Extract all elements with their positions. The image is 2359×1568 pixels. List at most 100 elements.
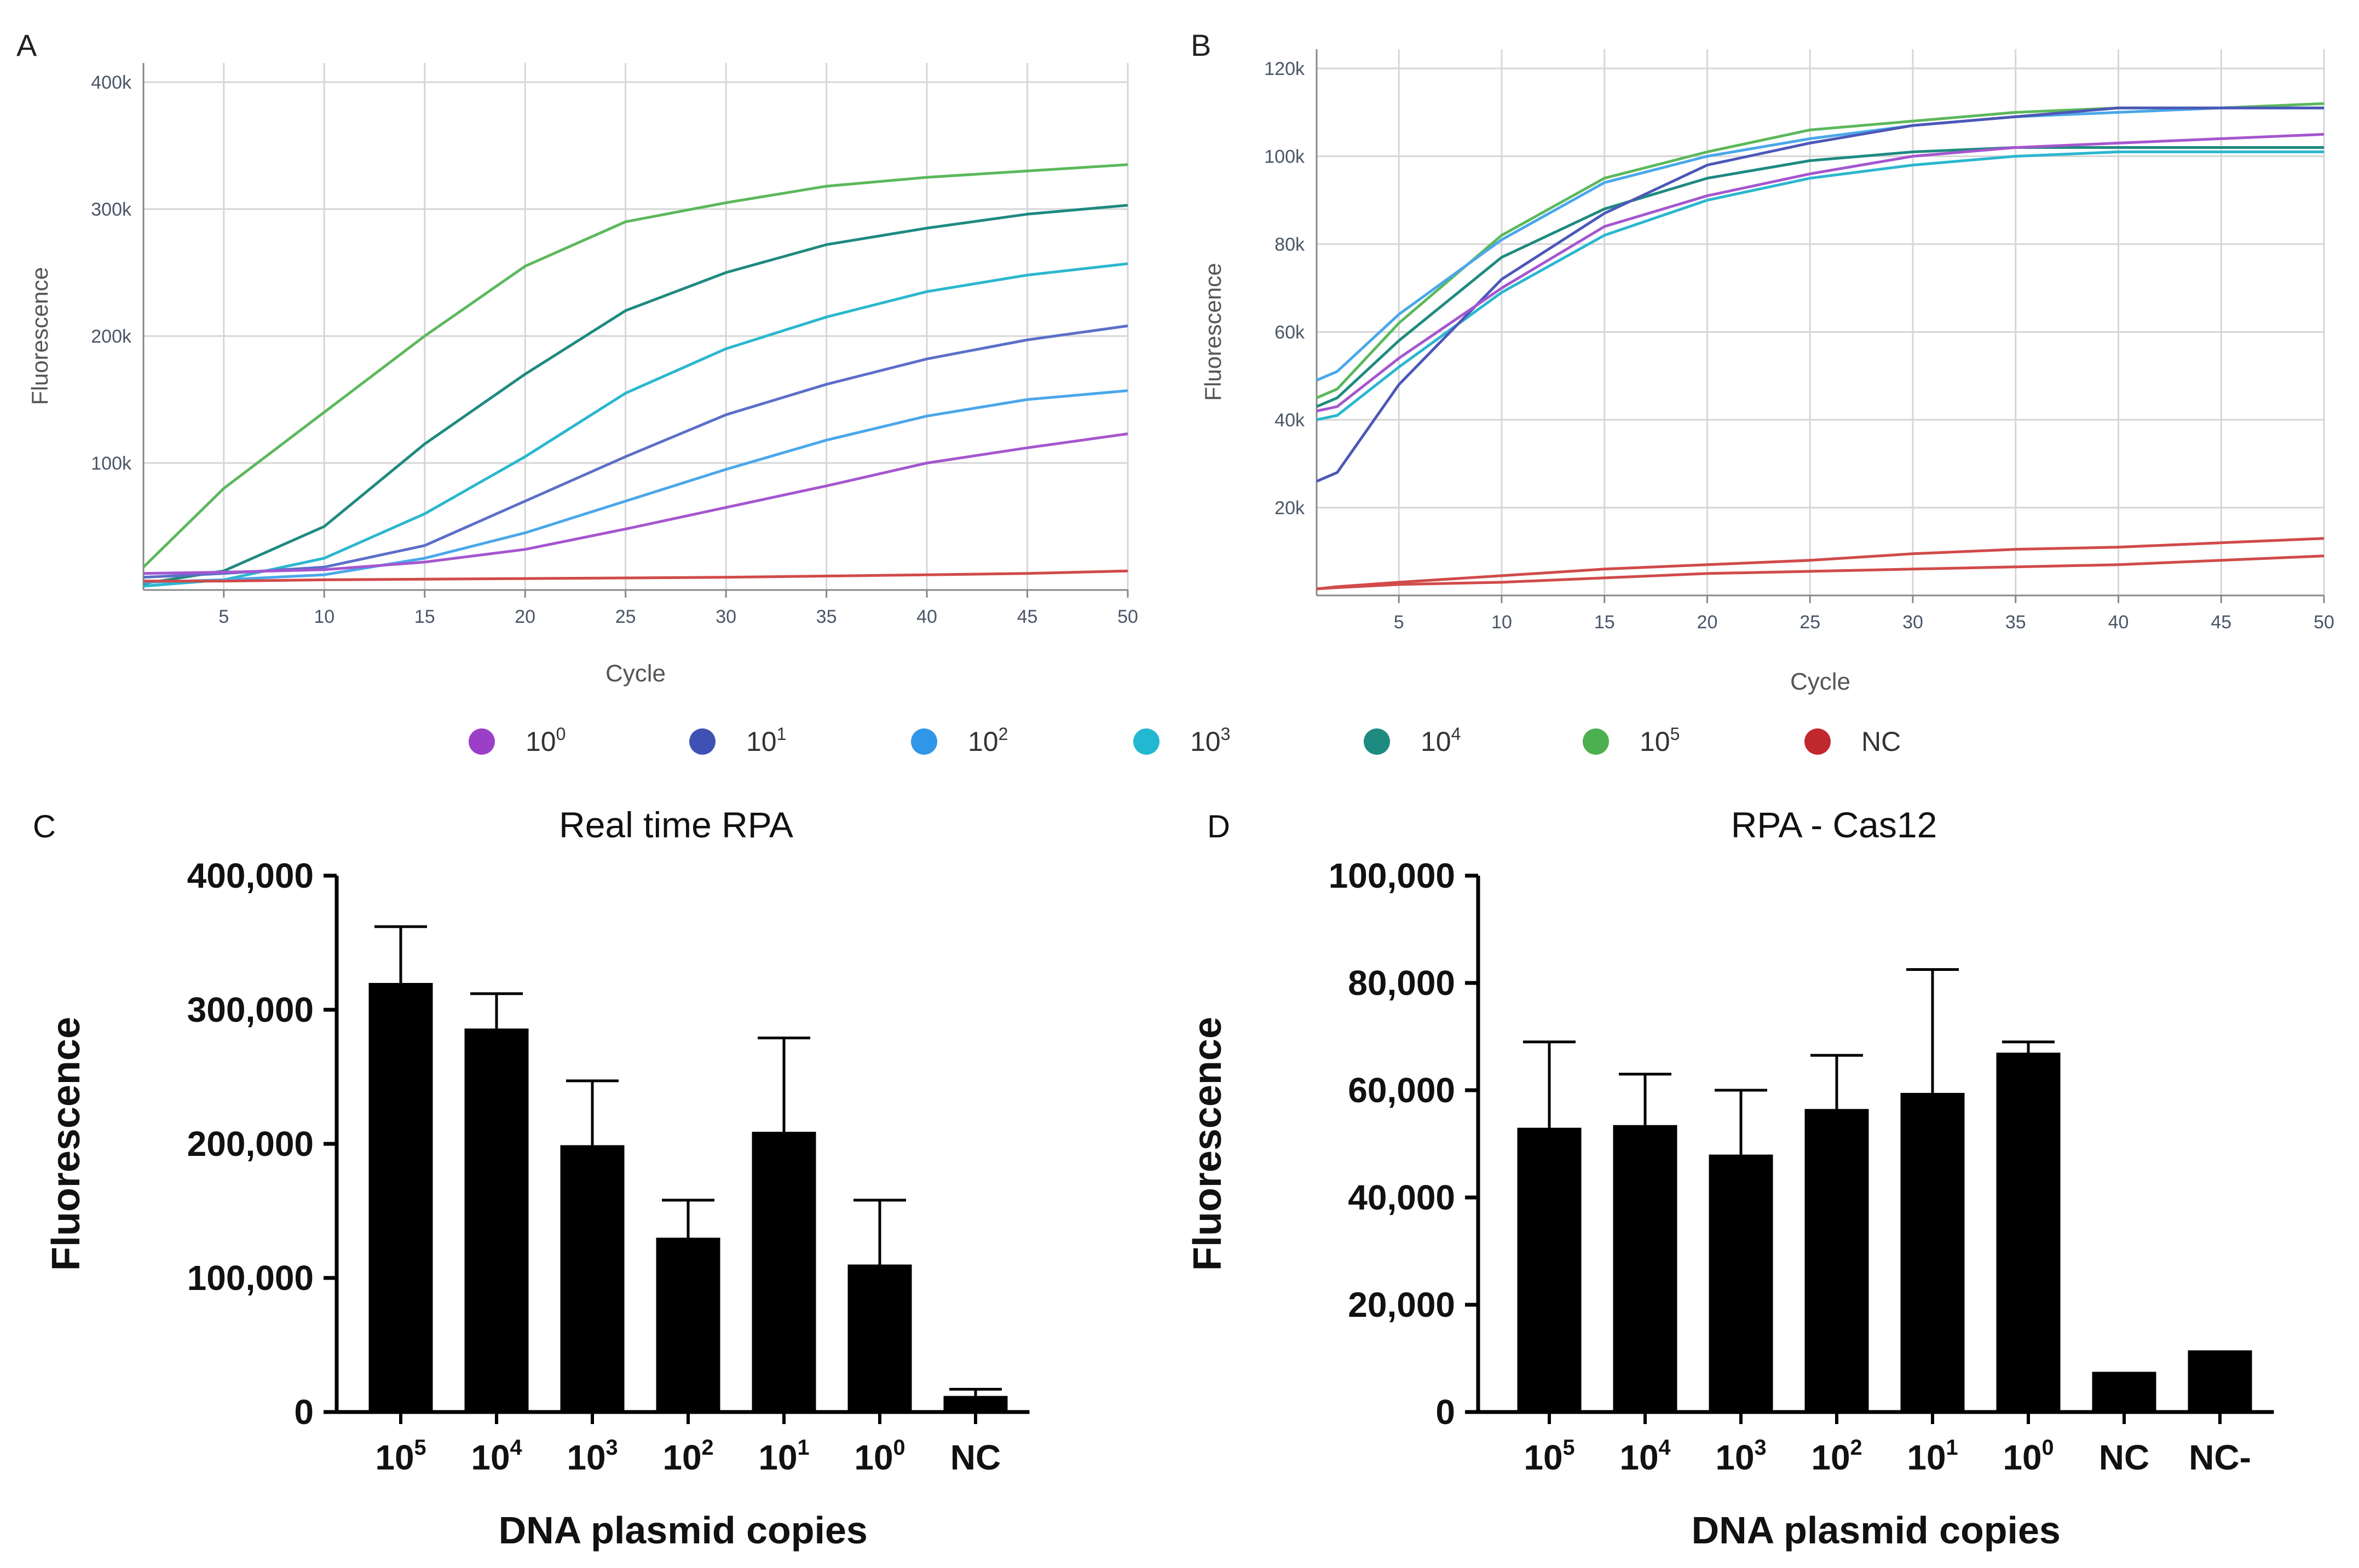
x-tick-label: 30 bbox=[1902, 612, 1923, 633]
y-axis-label: Fluorescence bbox=[44, 1017, 88, 1271]
legend-item: 101 bbox=[689, 724, 786, 757]
y-tick-label: 400,000 bbox=[187, 856, 314, 895]
x-tick-label: NC bbox=[950, 1438, 1001, 1477]
series-line bbox=[143, 204, 1128, 585]
x-tick-label: 103 bbox=[567, 1436, 618, 1477]
x-axis-label: DNA plasmid copies bbox=[499, 1509, 868, 1552]
series-line bbox=[1316, 132, 2325, 413]
bar bbox=[560, 1145, 625, 1412]
bar bbox=[1900, 1092, 1965, 1412]
series-line bbox=[1316, 151, 2324, 421]
y-tick-label: 100,000 bbox=[187, 1258, 314, 1298]
legend-marker bbox=[1364, 728, 1390, 755]
y-tick-label: 40k bbox=[1274, 410, 1305, 431]
legend-label: 103 bbox=[1190, 724, 1230, 757]
legend-marker bbox=[911, 728, 937, 755]
bar bbox=[464, 1028, 529, 1412]
series-line bbox=[143, 432, 1128, 575]
x-tick-label: 45 bbox=[1017, 606, 1038, 627]
bar bbox=[847, 1264, 912, 1412]
legend-item: 104 bbox=[1364, 724, 1461, 757]
x-tick-label: 101 bbox=[1907, 1436, 1958, 1477]
x-axis-label: Cycle bbox=[1790, 668, 1850, 695]
y-axis-label: Fluorescence bbox=[1200, 263, 1226, 401]
x-tick-label: 40 bbox=[2108, 612, 2129, 633]
x-tick-label: 104 bbox=[1619, 1436, 1670, 1477]
x-tick-label: 103 bbox=[1715, 1436, 1766, 1477]
legend-label: 100 bbox=[526, 724, 566, 757]
legend-label: 101 bbox=[746, 724, 786, 757]
bar bbox=[656, 1237, 720, 1412]
y-tick-label: 80k bbox=[1274, 234, 1305, 255]
x-tick-label: 20 bbox=[1697, 612, 1718, 633]
series-line bbox=[1316, 106, 2324, 382]
legend-marker bbox=[689, 728, 716, 755]
x-tick-label: 35 bbox=[2005, 612, 2026, 633]
legend: 100 101 102 103 104 105 NC bbox=[469, 724, 1901, 757]
bar bbox=[1996, 1052, 2061, 1412]
series-line bbox=[1316, 554, 2325, 591]
series-line bbox=[143, 569, 1128, 583]
series-line bbox=[143, 262, 1128, 588]
x-tick-label: 5 bbox=[1394, 612, 1404, 633]
series-line bbox=[1316, 146, 2324, 408]
x-tick-label: 15 bbox=[414, 606, 435, 627]
bar bbox=[2092, 1372, 2156, 1412]
y-tick-label: 20,000 bbox=[1348, 1285, 1455, 1324]
x-tick-label: 35 bbox=[816, 606, 837, 627]
x-tick-label: 102 bbox=[662, 1436, 713, 1477]
panel-b: B 5 10 15 20 25 30 35 40 45 50 20k 40k 60k 80k 100k 120k… bbox=[1191, 28, 2334, 695]
x-tick-label: NC bbox=[2099, 1438, 2149, 1477]
legend-label: 104 bbox=[1421, 724, 1461, 757]
x-tick-label: 105 bbox=[1524, 1436, 1574, 1477]
y-tick-label: 300,000 bbox=[187, 990, 314, 1029]
y-tick-label: 80,000 bbox=[1348, 963, 1455, 1003]
series-line bbox=[142, 163, 1128, 568]
x-tick-label: 20 bbox=[515, 606, 535, 627]
y-tick-label: 20k bbox=[1274, 498, 1305, 519]
legend-item: 103 bbox=[1133, 724, 1230, 757]
x-tick-label: 5 bbox=[218, 606, 229, 627]
y-tick-label: 40,000 bbox=[1348, 1178, 1455, 1217]
panel-label: B bbox=[1191, 28, 1211, 62]
bar bbox=[752, 1131, 816, 1412]
y-tick-label: 100k bbox=[1264, 147, 1305, 167]
panel-c: C Real time RPA 0 100,000 200,000 300,000 400,… bbox=[33, 805, 1030, 1552]
y-tick-label: 60,000 bbox=[1348, 1071, 1455, 1110]
x-tick-label: 102 bbox=[1811, 1436, 1862, 1477]
x-tick-label: 40 bbox=[916, 606, 937, 627]
bar bbox=[368, 983, 433, 1412]
y-tick-label: 300k bbox=[91, 199, 132, 220]
x-tick-label: 30 bbox=[716, 606, 736, 627]
bar bbox=[1709, 1154, 1773, 1412]
y-tick-label: 0 bbox=[1435, 1392, 1455, 1432]
chart-title: Real time RPA bbox=[559, 805, 793, 845]
x-axis-label: DNA plasmid copies bbox=[1692, 1509, 2061, 1552]
y-tick-label: 100k bbox=[91, 453, 132, 474]
legend-marker bbox=[469, 728, 495, 755]
series-line bbox=[143, 389, 1128, 584]
y-axis-label: Fluorescence bbox=[27, 267, 53, 405]
legend-item: 100 bbox=[469, 724, 566, 757]
legend-item: NC bbox=[1804, 726, 1901, 757]
bar bbox=[1613, 1125, 1677, 1412]
x-tick-label: 101 bbox=[758, 1436, 809, 1477]
panel-d: D RPA - Cas12 0 20,000 40,000 60,000 80,000 100… bbox=[1186, 805, 2274, 1552]
panel-a: A 5 10 15 20 25 30 35 40 45 50 100k 200k 300k 400k Cycl… bbox=[16, 28, 1138, 687]
y-tick-label: 100,000 bbox=[1329, 856, 1455, 895]
chart-title: RPA - Cas12 bbox=[1731, 805, 1937, 845]
legend-label: 105 bbox=[1640, 724, 1680, 757]
x-tick-label: 25 bbox=[615, 606, 636, 627]
x-tick-label: 100 bbox=[854, 1436, 905, 1477]
y-tick-label: 200,000 bbox=[187, 1124, 314, 1164]
series-line bbox=[1316, 106, 2324, 483]
x-tick-label: 50 bbox=[1117, 606, 1138, 627]
legend-marker bbox=[1583, 728, 1609, 755]
x-tick-label: 15 bbox=[1594, 612, 1615, 633]
bar bbox=[1517, 1127, 1582, 1412]
x-tick-label: NC- bbox=[2189, 1438, 2251, 1477]
legend-marker bbox=[1804, 728, 1831, 755]
x-tick-label: 50 bbox=[2314, 612, 2334, 633]
x-tick-label: 45 bbox=[2211, 612, 2231, 633]
